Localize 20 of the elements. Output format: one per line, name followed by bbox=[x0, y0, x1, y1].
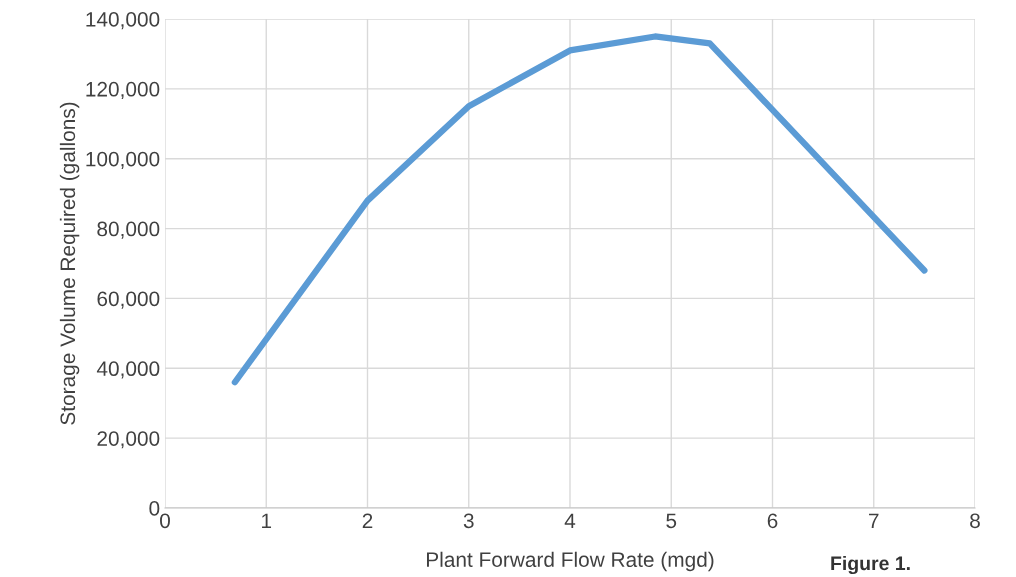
caption: Figure 1. bbox=[831, 555, 910, 575]
y-tick-label: 20,000 bbox=[97, 431, 160, 449]
y-tick-label: 100,000 bbox=[86, 151, 160, 169]
x-tick-label: 3 bbox=[463, 513, 474, 529]
y-axis-title: Storage Volume Required (gallons) bbox=[59, 102, 80, 425]
x-tick-label: 5 bbox=[666, 513, 677, 529]
y-tick-label: 140,000 bbox=[86, 12, 160, 30]
y-tick-label: 0 bbox=[149, 501, 160, 516]
y-tick-label: 40,000 bbox=[96, 361, 160, 379]
y-tick-label: 60,000 bbox=[97, 291, 160, 309]
x-tick-label: 4 bbox=[564, 513, 576, 528]
y-tick-label: 80,000 bbox=[97, 221, 160, 239]
x-tick-label: 1 bbox=[262, 513, 272, 528]
x-tick-label: 2 bbox=[362, 513, 373, 528]
x-tick-label: 7 bbox=[869, 513, 879, 528]
y-tick-label: 120,000 bbox=[86, 81, 160, 100]
x-tick-label: 0 bbox=[160, 513, 170, 529]
x-tick-label: 6 bbox=[767, 513, 778, 529]
x-axis-title: Plant Forward Flow Rate (mgd) bbox=[427, 551, 714, 572]
x-tick-label: 8 bbox=[970, 513, 980, 529]
